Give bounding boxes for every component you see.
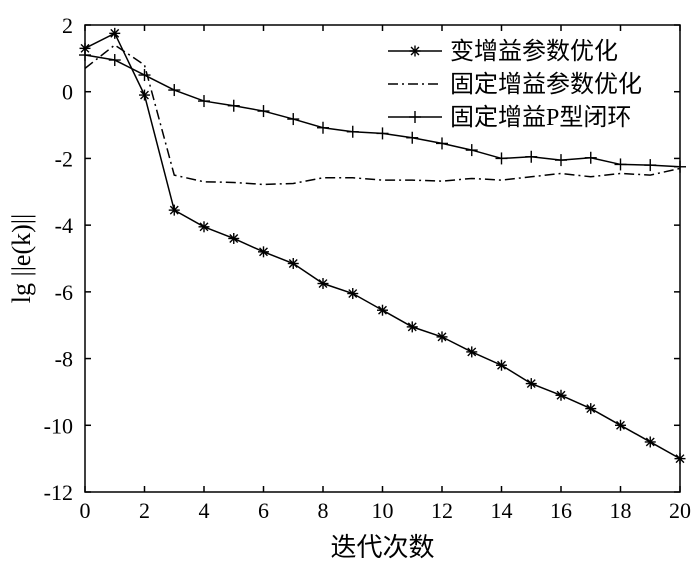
series-3-point — [674, 160, 686, 173]
x-tick-label: 12 — [431, 498, 453, 523]
x-tick-label: 0 — [80, 498, 91, 523]
x-tick-label: 18 — [610, 498, 632, 523]
x-tick-label: 20 — [669, 498, 691, 523]
series-layer — [79, 27, 686, 465]
series-3-point — [584, 151, 597, 164]
y-tick-label: -2 — [55, 146, 73, 171]
series-3-point — [465, 144, 478, 157]
series-3-point — [495, 152, 508, 165]
series-3-point — [227, 99, 240, 112]
y-tick-label: -8 — [55, 347, 73, 372]
series-1-point — [347, 288, 359, 300]
series-1-point — [436, 331, 448, 343]
y-tick-label: 2 — [62, 13, 73, 38]
legend-marker-plus — [409, 111, 421, 123]
series-1-point — [168, 204, 180, 216]
series-3 — [79, 49, 686, 173]
series-3-point — [436, 137, 448, 150]
series-3-point — [257, 105, 270, 118]
legend-label-1: 变增益参数优化 — [450, 38, 618, 65]
series-1-point — [406, 321, 418, 333]
y-tick-label: -4 — [55, 213, 73, 238]
series-1-point — [466, 346, 478, 358]
series-1-point — [585, 403, 597, 415]
x-tick-label: 8 — [318, 498, 329, 523]
series-1-point — [317, 278, 329, 290]
y-tick-label: 0 — [62, 80, 73, 105]
series-3-point — [614, 158, 627, 171]
x-tick-label: 6 — [258, 498, 269, 523]
x-tick-label: 10 — [372, 498, 394, 523]
series-1-point — [258, 246, 269, 258]
series-3-point — [198, 95, 210, 108]
series-1-point — [377, 304, 388, 316]
series-1-point — [198, 221, 210, 233]
series-1-point — [615, 419, 626, 431]
y-axis-label: lg ||e(k)|| — [7, 214, 36, 303]
series-1 — [79, 27, 686, 465]
series-1-point — [228, 232, 240, 244]
legend-label-3: 固定增益P型闭环 — [450, 104, 631, 131]
series-3-point — [108, 54, 121, 67]
series-1-point — [287, 258, 299, 270]
series-3-point — [555, 154, 567, 167]
series-1-point — [644, 436, 656, 448]
series-1-point — [674, 453, 686, 465]
series-3-point — [376, 127, 389, 140]
legend-label-2: 固定增益参数优化 — [450, 71, 642, 98]
series-1-point — [555, 389, 567, 401]
legend-marker-star — [409, 45, 421, 57]
series-3-point — [346, 125, 359, 138]
x-axis-label: 迭代次数 — [330, 533, 434, 562]
series-1-point — [139, 89, 150, 101]
y-tick-label: -10 — [44, 413, 73, 438]
series-3-point — [317, 121, 329, 134]
series-3-point — [406, 131, 419, 144]
series-1-point — [496, 359, 507, 371]
series-3-point — [138, 69, 151, 82]
x-tick-label: 14 — [491, 498, 513, 523]
y-tick-label: -6 — [55, 280, 73, 305]
series-3-point — [168, 84, 181, 97]
series-1-point — [525, 378, 537, 390]
series-3-point — [525, 150, 538, 163]
x-tick-label: 16 — [550, 498, 572, 523]
series-3-point — [287, 113, 300, 126]
series-1-point — [109, 27, 121, 39]
y-tick-label: -12 — [44, 480, 73, 505]
series-3-point — [79, 49, 91, 62]
series-3-point — [644, 159, 657, 172]
x-tick-label: 4 — [199, 498, 210, 523]
x-tick-label: 2 — [139, 498, 150, 523]
